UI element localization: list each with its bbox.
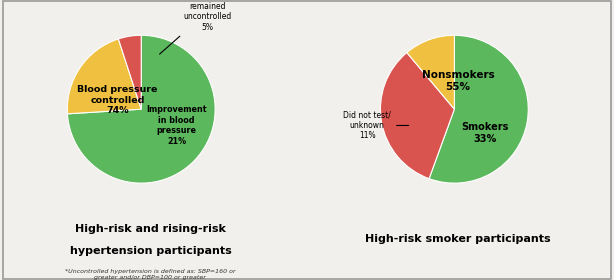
- Text: Blood pressure
controlled
74%: Blood pressure controlled 74%: [77, 85, 158, 115]
- Wedge shape: [429, 35, 528, 183]
- Text: *Uncontrolled hypertension is defined as: SBP=160 or
greater and/or DBP=100 or g: *Uncontrolled hypertension is defined as…: [65, 269, 236, 280]
- Wedge shape: [119, 35, 141, 109]
- Text: High-risk smoker participants: High-risk smoker participants: [365, 234, 550, 244]
- Text: Nonsmokers
55%: Nonsmokers 55%: [422, 70, 494, 92]
- Wedge shape: [68, 39, 141, 114]
- Text: Improvement
in blood
pressure
21%: Improvement in blood pressure 21%: [147, 105, 207, 146]
- Wedge shape: [68, 35, 215, 183]
- Wedge shape: [407, 35, 454, 109]
- Text: hypertension participants: hypertension participants: [69, 246, 231, 256]
- Text: High-risk and rising-risk: High-risk and rising-risk: [75, 224, 226, 234]
- Wedge shape: [381, 53, 454, 179]
- Text: Did not test/
unknown
11%: Did not test/ unknown 11%: [343, 111, 409, 140]
- Text: Smokers
33%: Smokers 33%: [462, 122, 509, 144]
- Text: Blood pressure
remained
uncontrolled
5%: Blood pressure remained uncontrolled 5%: [160, 0, 236, 54]
